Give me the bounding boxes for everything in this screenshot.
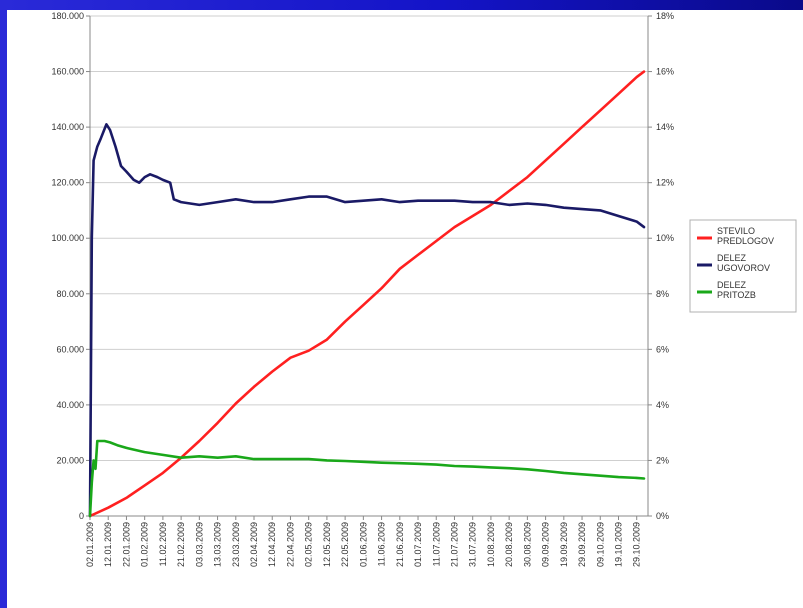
x-tick-label: 23.03.2009 bbox=[231, 522, 241, 567]
x-tick-label: 12.01.2009 bbox=[103, 522, 113, 567]
right-tick-label: 14% bbox=[656, 122, 674, 132]
x-tick-label: 21.07.2009 bbox=[449, 522, 459, 567]
x-tick-label: 19.09.2009 bbox=[559, 522, 569, 567]
x-tick-label: 11.07.2009 bbox=[431, 522, 441, 566]
legend-label-line1: DELEZ bbox=[717, 280, 747, 290]
x-tick-label: 21.06.2009 bbox=[395, 522, 405, 567]
x-tick-label: 22.05.2009 bbox=[340, 522, 350, 567]
x-tick-label: 11.02.2009 bbox=[158, 522, 168, 566]
left-axis-ticks: 0 20.000 40.000 60.000 80.000 100.000 120.000 1… bbox=[51, 11, 84, 521]
left-tick-label: 120.000 bbox=[51, 178, 84, 188]
right-tick-label: 12% bbox=[656, 178, 674, 188]
right-axis-ticks: 0% 2% 4% 6% 8% 10% 12% 14% 16% 18% bbox=[656, 11, 674, 521]
series-line bbox=[88, 439, 646, 518]
x-tick-label: 02.05.2009 bbox=[304, 522, 314, 567]
x-tick-label: 12.05.2009 bbox=[322, 522, 332, 567]
x-tick-label: 31.07.2009 bbox=[468, 522, 478, 567]
x-tick-label: 02.04.2009 bbox=[249, 522, 259, 567]
legend-label-line2: PREDLOGOV bbox=[717, 236, 774, 246]
legend-label-line2: PRITOZB bbox=[717, 290, 756, 300]
right-tick-label: 4% bbox=[656, 400, 669, 410]
right-tick-label: 0% bbox=[656, 511, 669, 521]
x-tick-label: 29.09.2009 bbox=[577, 522, 587, 567]
x-tick-label: 09.10.2009 bbox=[595, 522, 605, 567]
x-tick-label: 13.03.2009 bbox=[213, 522, 223, 567]
x-tick-label: 21.02.2009 bbox=[176, 522, 186, 567]
x-tick-label: 22.01.2009 bbox=[121, 522, 131, 567]
gridlines bbox=[90, 15, 648, 461]
x-tick-label: 22.04.2009 bbox=[285, 522, 295, 567]
series-lines bbox=[88, 70, 646, 518]
x-tick-label: 30.08.2009 bbox=[522, 522, 532, 567]
right-tick-label: 16% bbox=[656, 67, 674, 77]
right-tick-label: 18% bbox=[656, 11, 674, 21]
x-tick-label: 10.08.2009 bbox=[486, 522, 496, 567]
right-tick-label: 10% bbox=[656, 233, 674, 243]
axes bbox=[86, 15, 652, 520]
left-tick-label: 160.000 bbox=[51, 67, 84, 77]
left-tick-label: 180.000 bbox=[51, 11, 84, 21]
left-tick-label: 40.000 bbox=[56, 400, 84, 410]
x-tick-label: 01.06.2009 bbox=[358, 522, 368, 567]
x-tick-label: 11.06.2009 bbox=[377, 522, 387, 566]
x-tick-label: 02.01.2009 bbox=[85, 522, 95, 567]
left-tick-label: 0 bbox=[79, 511, 84, 521]
right-tick-label: 8% bbox=[656, 289, 669, 299]
left-tick-label: 60.000 bbox=[56, 344, 84, 354]
right-tick-label: 2% bbox=[656, 455, 669, 465]
x-tick-label: 19.10.2009 bbox=[613, 522, 623, 567]
x-tick-label: 03.03.2009 bbox=[194, 522, 204, 567]
series-line bbox=[88, 70, 646, 518]
chart-panel bbox=[7, 10, 803, 608]
left-tick-label: 80.000 bbox=[56, 289, 84, 299]
left-tick-label: 20.000 bbox=[56, 455, 84, 465]
legend: STEVILOPREDLOGOVDELEZUGOVOROVDELEZPRITOZ… bbox=[689, 219, 797, 313]
x-tick-label: 29.10.2009 bbox=[632, 522, 642, 567]
x-tick-label: 12.04.2009 bbox=[267, 522, 277, 567]
series-line bbox=[88, 123, 646, 518]
legend-label-line2: UGOVOROV bbox=[717, 263, 770, 273]
right-tick-label: 6% bbox=[656, 344, 669, 354]
legend-label-line1: DELEZ bbox=[717, 253, 747, 263]
x-tick-label: 01.02.2009 bbox=[140, 522, 150, 567]
left-tick-label: 100.000 bbox=[51, 233, 84, 243]
legend-label-line1: STEVILO bbox=[717, 226, 755, 236]
x-tick-label: 20.08.2009 bbox=[504, 522, 514, 567]
x-tick-label: 01.07.2009 bbox=[413, 522, 423, 567]
x-tick-label: 09.09.2009 bbox=[541, 522, 551, 567]
x-axis-ticks: 02.01.2009 12.01.2009 22.01.2009 01.02.2009… bbox=[85, 522, 642, 567]
left-tick-label: 140.000 bbox=[51, 122, 84, 132]
